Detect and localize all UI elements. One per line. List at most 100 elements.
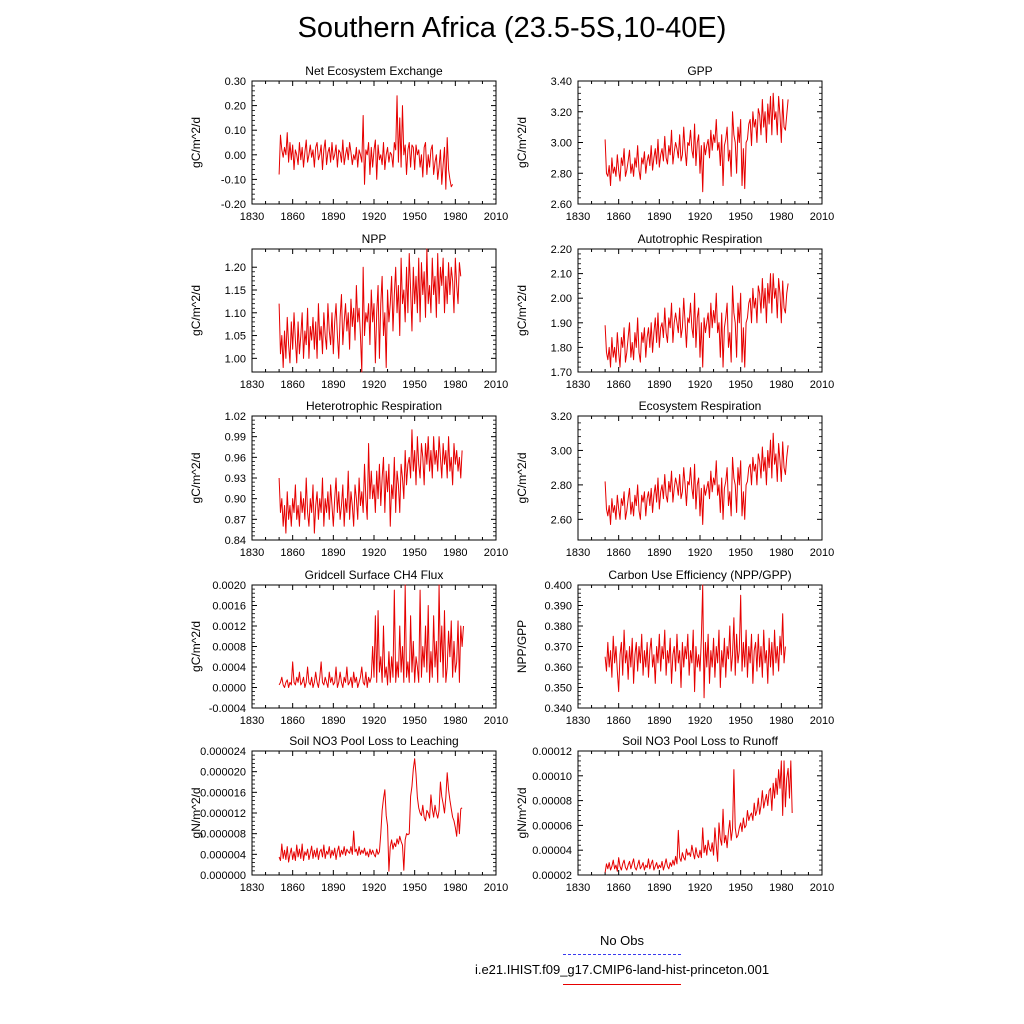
panel-3-ytick-label: 1.70: [551, 367, 572, 379]
panel-4-xtick-label: 1830: [240, 547, 264, 559]
panel-5-ytick-label: 2.80: [551, 480, 572, 492]
panel-1-xtick-label: 1950: [728, 211, 752, 223]
panel-6-ytick-label: 0.0008: [212, 642, 246, 654]
panel-5-xtick-label: 1920: [688, 547, 712, 559]
panel-9-ylabel: gN/m^2/d: [515, 788, 529, 839]
panel-9-frame: [577, 750, 823, 876]
panel-7-xtick-label: 1950: [728, 715, 752, 727]
panel-8-ytick-label: 0.000024: [200, 746, 246, 758]
panel-2-ytick-label: 1.05: [225, 331, 246, 343]
panel-6-ytick-label: 0.0012: [212, 621, 246, 633]
panel-3-xtick-label: 1890: [647, 379, 671, 391]
panel-5-title: Ecosystem Respiration: [639, 399, 762, 413]
panel-8-xtick-label: 1860: [280, 882, 304, 894]
panel-4-xtick-label: 1920: [362, 547, 386, 559]
panel-5-xtick-label: 1830: [566, 547, 590, 559]
panel-1-ytick-label: 3.00: [551, 138, 572, 150]
panel-8-ytick-label: 0.000016: [200, 787, 246, 799]
panel-4-ytick-label: 0.96: [225, 452, 246, 464]
page-title: Southern Africa (23.5-5S,10-40E): [297, 12, 727, 44]
panel-7-ytick-label: 0.400: [544, 580, 572, 592]
panel-8-xtick-label: 1980: [443, 882, 467, 894]
panel-1-xtick-label: 2010: [810, 211, 834, 223]
panel-0-series-line: [278, 95, 454, 190]
panel-9-xtick-label: 1860: [606, 882, 630, 894]
panel-7-xtick-label: 1980: [769, 715, 793, 727]
panel-1-ytick-label: 2.60: [551, 199, 572, 211]
panel-1-xtick-label: 1860: [606, 211, 630, 223]
panel-0-frame: [251, 80, 497, 205]
panel-1-ytick-label: 3.20: [551, 107, 572, 119]
panel-6-xtick-label: 1860: [280, 715, 304, 727]
panel-8-ytick-label: 0.000008: [200, 829, 246, 841]
panel-8-ylabel: gN/m^2/d: [189, 788, 203, 839]
panel-3-xtick-label: 1860: [606, 379, 630, 391]
panel-9-xtick-label: 1980: [769, 882, 793, 894]
panel-9-ytick-label: 0.00012: [532, 746, 572, 758]
panel-1-xtick-label: 1980: [769, 211, 793, 223]
panel-7-xtick-label: 2010: [810, 715, 834, 727]
panel-7-xtick-label: 1890: [647, 715, 671, 727]
panel-9-ytick-label: 0.00008: [532, 796, 572, 808]
panel-7-xtick-label: 1830: [566, 715, 590, 727]
panel-2-ytick-label: 1.10: [225, 308, 246, 320]
panel-6-ytick-label: 0.0016: [212, 601, 246, 613]
panel-2-ylabel: gC/m^2/d: [189, 285, 203, 336]
panel-3-xtick-label: 1950: [728, 379, 752, 391]
panel-9-title: Soil NO3 Pool Loss to Runoff: [622, 734, 779, 748]
panel-1-ytick-label: 3.40: [551, 76, 572, 88]
panel-3-ylabel: gC/m^2/d: [515, 285, 529, 336]
panel-6-title: Gridcell Surface CH4 Flux: [305, 568, 444, 582]
panel-2-xtick-label: 2010: [484, 379, 508, 391]
panel-6-xtick-label: 1830: [240, 715, 264, 727]
panel-4-ytick-label: 1.02: [225, 411, 246, 423]
panel-6-frame: [251, 584, 497, 709]
panel-5-frame: [577, 415, 823, 541]
panel-3-xtick-label: 1830: [566, 379, 590, 391]
panel-8-ytick-label: 0.000012: [200, 808, 246, 820]
panel-4-ytick-label: 0.84: [225, 535, 246, 547]
panel-6-ytick-label: 0.0000: [212, 683, 246, 695]
panel-9-xtick-label: 1830: [566, 882, 590, 894]
panel-3-xtick-label: 2010: [810, 379, 834, 391]
panel-9-series-line: [604, 760, 793, 873]
panel-7-xtick-label: 1860: [606, 715, 630, 727]
panel-9-xtick-label: 1920: [688, 882, 712, 894]
panel-3-xtick-label: 1980: [769, 379, 793, 391]
panel-8-xtick-label: 1950: [402, 882, 426, 894]
panel-4-xtick-label: 1950: [402, 547, 426, 559]
panel-8-xtick-label: 1920: [362, 882, 386, 894]
panel-2-xtick-label: 1920: [362, 379, 386, 391]
panel-7-ytick-label: 0.340: [544, 703, 572, 715]
panel-2-ytick-label: 1.15: [225, 285, 246, 297]
panel-7-ytick-label: 0.370: [544, 642, 572, 654]
panel-8-xtick-label: 2010: [484, 882, 508, 894]
panel-8-ytick-label: 0.000000: [200, 870, 246, 882]
panel-0-xtick-label: 1980: [443, 211, 467, 223]
panel-0-ytick-label: 0.30: [225, 76, 246, 88]
panel-7-ytick-label: 0.360: [544, 662, 572, 674]
panel-5-xtick-label: 2010: [810, 547, 834, 559]
panel-0-ytick-label: 0.20: [225, 101, 246, 113]
panel-2-xtick-label: 1950: [402, 379, 426, 391]
panel-4-xtick-label: 1890: [321, 547, 345, 559]
panel-3-ytick-label: 2.20: [551, 244, 572, 256]
panel-5-xtick-label: 1950: [728, 547, 752, 559]
panel-0-xtick-label: 1860: [280, 211, 304, 223]
panel-2-xtick-label: 1860: [280, 379, 304, 391]
panel-9-ytick-label: 0.00010: [532, 771, 572, 783]
panel-3-ytick-label: 1.90: [551, 318, 572, 330]
panel-0-ytick-label: -0.20: [221, 199, 246, 211]
panel-8-ytick-label: 0.000004: [200, 849, 246, 861]
panel-2-xtick-label: 1980: [443, 379, 467, 391]
panel-0-xtick-label: 1950: [402, 211, 426, 223]
panel-1-xtick-label: 1890: [647, 211, 671, 223]
panel-6-xtick-label: 1890: [321, 715, 345, 727]
panel-8-xtick-label: 1890: [321, 882, 345, 894]
panel-4-ylabel: gC/m^2/d: [189, 453, 203, 504]
panel-7-title: Carbon Use Efficiency (NPP/GPP): [608, 568, 791, 582]
panel-6-series-line: [278, 584, 464, 688]
panel-8-xtick-label: 1830: [240, 882, 264, 894]
panel-7-xtick-label: 1920: [688, 715, 712, 727]
panel-9-xtick-label: 1890: [647, 882, 671, 894]
